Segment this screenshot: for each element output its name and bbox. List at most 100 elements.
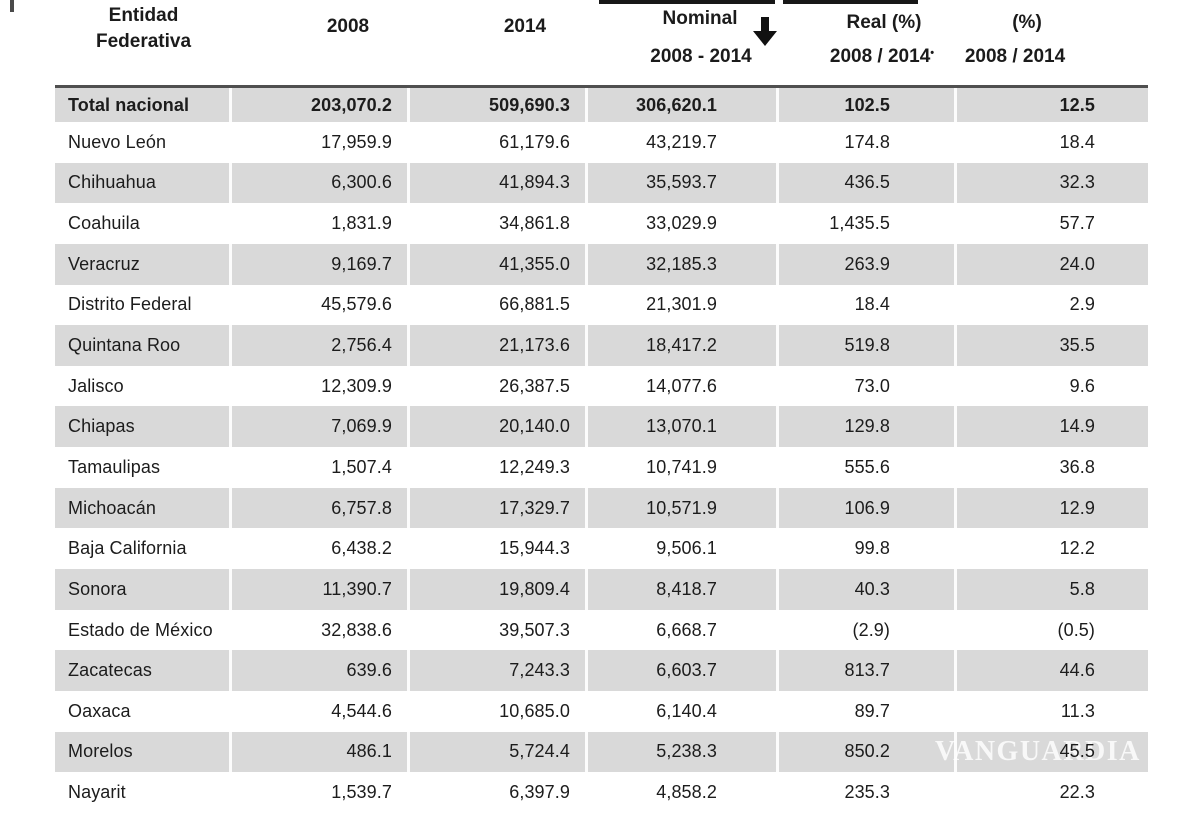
value-real-pct: 73.0 xyxy=(854,375,890,396)
value-real-pct-cell: 519.8 xyxy=(779,325,957,366)
value-pct: 32.3 xyxy=(1059,172,1095,193)
value-pct-cell: 35.5 xyxy=(957,325,1148,366)
value-nominal-cell: 35,593.7 xyxy=(588,162,779,204)
value-nominal: 9,506.1 xyxy=(656,538,717,559)
value-pct-cell: 18.4 xyxy=(957,122,1148,163)
state-name: Total nacional xyxy=(68,94,190,115)
value-real-pct-cell: 89.7 xyxy=(779,690,957,732)
state-name-cell: Zacatecas xyxy=(55,650,232,691)
value-nominal: 6,668.7 xyxy=(656,619,717,640)
value-2008: 17,959.9 xyxy=(321,131,392,152)
value-nominal: 33,029.9 xyxy=(646,213,717,234)
value-2008: 12,309.9 xyxy=(321,375,392,396)
value-2014: 26,387.5 xyxy=(499,375,570,396)
value-pct-cell: 12.5 xyxy=(957,88,1148,122)
value-2014-cell: 41,355.0 xyxy=(410,243,588,285)
value-real-pct: 263.9 xyxy=(844,253,890,274)
state-name: Quintana Roo xyxy=(68,335,181,356)
value-nominal: 10,571.9 xyxy=(646,497,717,518)
value-2008: 6,757.8 xyxy=(331,497,392,518)
value-real-pct: 89.7 xyxy=(854,700,890,721)
value-pct: (0.5) xyxy=(1057,619,1095,640)
value-nominal-cell: 8,418.7 xyxy=(588,569,779,610)
state-name: Zacatecas xyxy=(68,660,152,681)
value-pct: 12.2 xyxy=(1059,538,1095,559)
value-nominal: 6,603.7 xyxy=(656,660,717,681)
state-name-cell: Tamaulipas xyxy=(55,447,232,488)
table-row: Coahuila 1,831.9 34,861.8 33,029.9 1,435… xyxy=(55,203,1148,244)
table-row: Morelos 486.1 5,724.4 5,238.3 850.2 45.5 xyxy=(55,731,1148,773)
value-real-pct: (2.9) xyxy=(852,619,890,640)
value-pct-cell: 5.8 xyxy=(957,569,1148,610)
value-2008: 32,838.6 xyxy=(321,619,392,640)
value-2014: 12,249.3 xyxy=(499,456,570,477)
value-2008: 9,169.7 xyxy=(331,253,392,274)
value-2014-cell: 5,724.4 xyxy=(410,731,588,773)
value-pct: 36.8 xyxy=(1059,456,1095,477)
column-header-nominal: Nominal xyxy=(662,8,738,29)
value-2008: 4,544.6 xyxy=(331,700,392,721)
value-2008-cell: 9,169.7 xyxy=(232,243,410,285)
value-2008-cell: 6,438.2 xyxy=(232,528,410,570)
value-pct-cell: 45.5 xyxy=(957,731,1148,773)
state-name-cell: Distrito Federal xyxy=(55,284,232,326)
state-name: Morelos xyxy=(68,741,133,762)
value-pct: 22.3 xyxy=(1059,782,1095,803)
value-2008: 11,390.7 xyxy=(322,578,392,599)
table-row: Tamaulipas 1,507.4 12,249.3 10,741.9 555… xyxy=(55,447,1148,488)
value-2008-cell: 32,838.6 xyxy=(232,609,410,651)
value-nominal: 32,185.3 xyxy=(646,253,717,274)
state-name: Chiapas xyxy=(68,416,135,437)
value-nominal: 21,301.9 xyxy=(646,294,717,315)
value-2014-cell: 41,894.3 xyxy=(410,162,588,204)
value-nominal: 10,741.9 xyxy=(646,456,717,477)
value-pct: 45.5 xyxy=(1059,741,1095,762)
value-2008: 486.1 xyxy=(346,741,392,762)
value-2008-cell: 11,390.7 xyxy=(232,569,410,610)
value-nominal-cell: 10,741.9 xyxy=(588,447,779,488)
value-2014: 6,397.9 xyxy=(509,782,570,803)
value-2014-cell: 39,507.3 xyxy=(410,609,588,651)
value-2014-cell: 21,173.6 xyxy=(410,325,588,366)
state-name: Michoacán xyxy=(68,497,156,518)
value-2008: 6,300.6 xyxy=(331,172,392,193)
value-2014-cell: 7,243.3 xyxy=(410,650,588,691)
value-real-pct: 106.9 xyxy=(844,497,890,518)
table-row: Total nacional 203,070.2 509,690.3 306,6… xyxy=(55,88,1148,122)
value-pct: 57.7 xyxy=(1059,213,1095,234)
state-name-cell: Veracruz xyxy=(55,243,232,285)
value-real-pct-cell: 263.9 xyxy=(779,243,957,285)
value-real-pct-cell: 102.5 xyxy=(779,88,957,122)
value-real-pct-cell: 174.8 xyxy=(779,122,957,163)
value-real-pct-cell: 235.3 xyxy=(779,772,957,813)
value-2008-cell: 1,507.4 xyxy=(232,447,410,488)
value-2014-cell: 26,387.5 xyxy=(410,365,588,407)
state-name: Veracruz xyxy=(68,253,140,274)
value-nominal-cell: 10,571.9 xyxy=(588,487,779,529)
state-name: Coahuila xyxy=(68,213,140,234)
table-row: Sonora 11,390.7 19,809.4 8,418.7 40.3 5.… xyxy=(55,569,1148,610)
state-name-cell: Chihuahua xyxy=(55,162,232,204)
value-nominal-cell: 9,506.1 xyxy=(588,528,779,570)
value-real-pct-cell: 129.8 xyxy=(779,406,957,448)
state-name: Estado de México xyxy=(68,619,213,640)
value-nominal: 13,070.1 xyxy=(646,416,717,437)
value-real-pct-cell: 18.4 xyxy=(779,284,957,326)
value-2014: 34,861.8 xyxy=(499,213,570,234)
column-header-2014: 2014 xyxy=(503,16,547,37)
value-2008-cell: 203,070.2 xyxy=(232,88,410,122)
value-pct: 14.9 xyxy=(1059,416,1095,437)
state-name: Chihuahua xyxy=(68,172,156,193)
value-nominal-cell: 43,219.7 xyxy=(588,122,779,163)
down-arrow-icon xyxy=(752,17,778,46)
column-header-pct: (%) xyxy=(1012,12,1042,33)
value-2014: 20,140.0 xyxy=(499,416,570,437)
value-2014: 41,894.3 xyxy=(499,172,570,193)
value-2008: 639.6 xyxy=(346,660,392,681)
column-header-real-range-text: 2008 / 2014 xyxy=(829,46,931,67)
value-2008: 203,070.2 xyxy=(311,94,392,115)
value-2014: 17,329.7 xyxy=(499,497,570,518)
footnote-mark: • xyxy=(930,47,935,59)
value-nominal-cell: 18,417.2 xyxy=(588,325,779,366)
table-row: Estado de México 32,838.6 39,507.3 6,668… xyxy=(55,609,1148,651)
